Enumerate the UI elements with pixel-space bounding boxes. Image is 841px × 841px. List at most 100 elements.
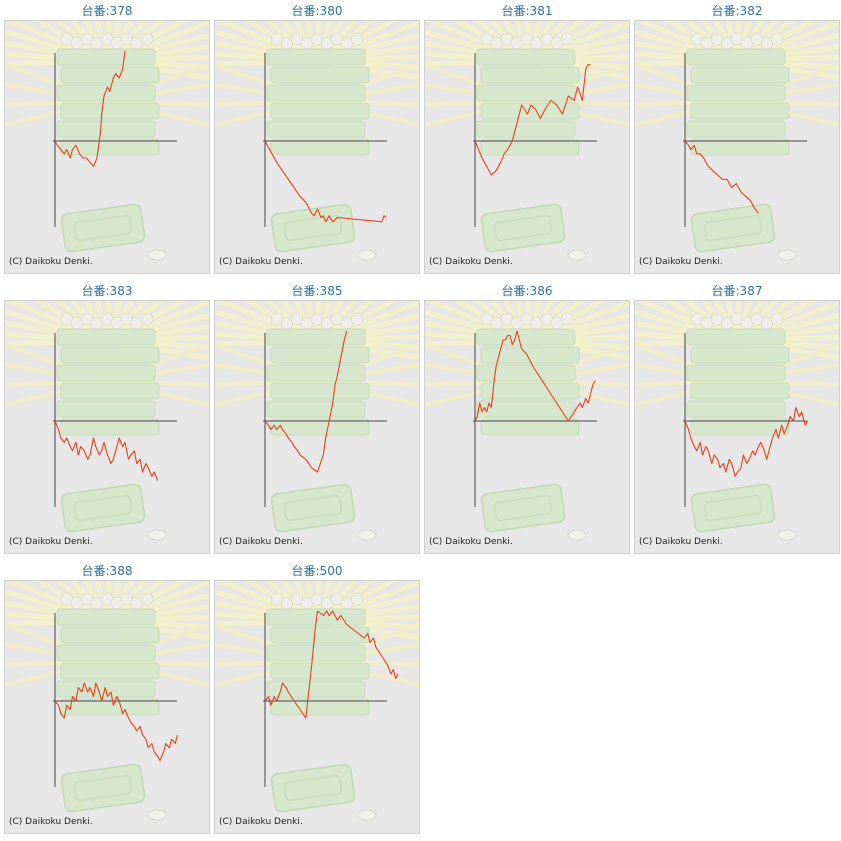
- background-coin: [357, 809, 377, 821]
- background-illustration: [425, 21, 629, 261]
- chart-svg: [215, 581, 419, 821]
- background-ray: [305, 301, 320, 344]
- background-tray: [60, 203, 146, 253]
- background-box: [60, 138, 160, 156]
- background-box: [686, 364, 786, 382]
- background-ray: [734, 301, 796, 344]
- chart-title[interactable]: 台番:381: [501, 4, 553, 18]
- background-ray: [524, 301, 586, 344]
- background-tray-inner: [73, 494, 133, 522]
- background-ray: [305, 21, 320, 64]
- background-box: [480, 382, 580, 400]
- background-box: [690, 66, 790, 84]
- background-box: [56, 328, 156, 346]
- background-ray: [264, 581, 320, 624]
- background-ray: [635, 99, 739, 107]
- background-box: [686, 48, 786, 66]
- background-box: [266, 364, 366, 382]
- chart-title[interactable]: 台番:380: [291, 4, 343, 18]
- series-line: [54, 50, 126, 168]
- background-ray: [264, 301, 320, 344]
- background-tray: [480, 203, 566, 253]
- background-box: [270, 66, 370, 84]
- background-box: [266, 84, 366, 102]
- background-ray: [725, 21, 740, 64]
- background-coin: [147, 809, 167, 821]
- background-box: [56, 84, 156, 102]
- chart-svg: [635, 21, 839, 261]
- chart-title[interactable]: 台番:382: [711, 4, 763, 18]
- background-ray: [54, 581, 110, 624]
- chart-title[interactable]: 台番:387: [711, 284, 763, 298]
- background-tray-inner: [703, 214, 763, 242]
- background-box: [60, 102, 160, 120]
- background-box: [270, 346, 370, 364]
- background-ray: [725, 301, 740, 344]
- background-coin: [777, 249, 797, 261]
- background-ray: [635, 379, 739, 387]
- chart-panel: (C) Daikoku Denki.: [424, 20, 630, 274]
- background-box: [476, 400, 576, 418]
- background-box: [480, 418, 580, 436]
- background-ray: [515, 301, 530, 344]
- background-ray: [314, 581, 376, 624]
- background-ray: [524, 21, 586, 64]
- chart-svg: [215, 21, 419, 261]
- chart-cell: 台番:381 (C) Daikoku Denki.: [424, 0, 630, 274]
- chart-title[interactable]: 台番:378: [81, 4, 133, 18]
- background-box: [270, 102, 370, 120]
- background-box: [686, 400, 786, 418]
- series-line: [684, 140, 759, 214]
- background-box: [56, 48, 156, 66]
- chart-cell: 台番:385 (C) Daikoku Denki.: [214, 280, 420, 554]
- copyright-text: (C) Daikoku Denki.: [219, 257, 303, 267]
- chart-cell: 台番:386 (C) Daikoku Denki.: [424, 280, 630, 554]
- background-ball: [560, 32, 574, 46]
- background-ray: [734, 21, 796, 64]
- background-ray: [474, 21, 530, 64]
- background-tray-inner: [283, 774, 343, 802]
- background-box: [266, 328, 366, 346]
- background-box: [476, 84, 576, 102]
- chart-title[interactable]: 台番:386: [501, 284, 553, 298]
- background-ray: [105, 379, 209, 387]
- chart-title[interactable]: 台番:383: [81, 284, 133, 298]
- chart-title[interactable]: 台番:500: [291, 564, 343, 578]
- chart-cell: 台番:378 (C) Daikoku Denki.: [4, 0, 210, 274]
- background-ray: [684, 301, 740, 344]
- background-ray: [215, 659, 319, 667]
- background-illustration: [635, 301, 839, 541]
- background-box: [480, 346, 580, 364]
- copyright-text: (C) Daikoku Denki.: [639, 537, 723, 547]
- background-coin: [567, 529, 587, 541]
- chart-title[interactable]: 台番:385: [291, 284, 343, 298]
- background-box: [266, 48, 366, 66]
- chart-title[interactable]: 台番:388: [81, 564, 133, 578]
- series-line: [684, 406, 808, 477]
- background-box: [56, 400, 156, 418]
- background-box: [60, 66, 160, 84]
- background-box: [270, 626, 370, 644]
- background-tray: [60, 763, 146, 813]
- series-line: [264, 330, 348, 473]
- background-box: [60, 626, 160, 644]
- background-illustration: [215, 21, 419, 261]
- background-ball: [770, 312, 784, 326]
- background-tray: [60, 483, 146, 533]
- background-box: [266, 644, 366, 662]
- background-ray: [315, 659, 419, 667]
- background-box: [480, 138, 580, 156]
- series-line: [54, 682, 179, 762]
- copyright-text: (C) Daikoku Denki.: [639, 257, 723, 267]
- background-ray: [54, 301, 110, 344]
- background-tray-inner: [73, 774, 133, 802]
- background-box: [270, 662, 370, 680]
- background-box: [60, 662, 160, 680]
- chart-svg: [215, 301, 419, 541]
- background-ray: [5, 379, 109, 387]
- background-ball: [140, 32, 154, 46]
- background-box: [266, 680, 366, 698]
- chart-cell: 台番:387 (C) Daikoku Denki.: [634, 280, 840, 554]
- background-ray: [215, 99, 319, 107]
